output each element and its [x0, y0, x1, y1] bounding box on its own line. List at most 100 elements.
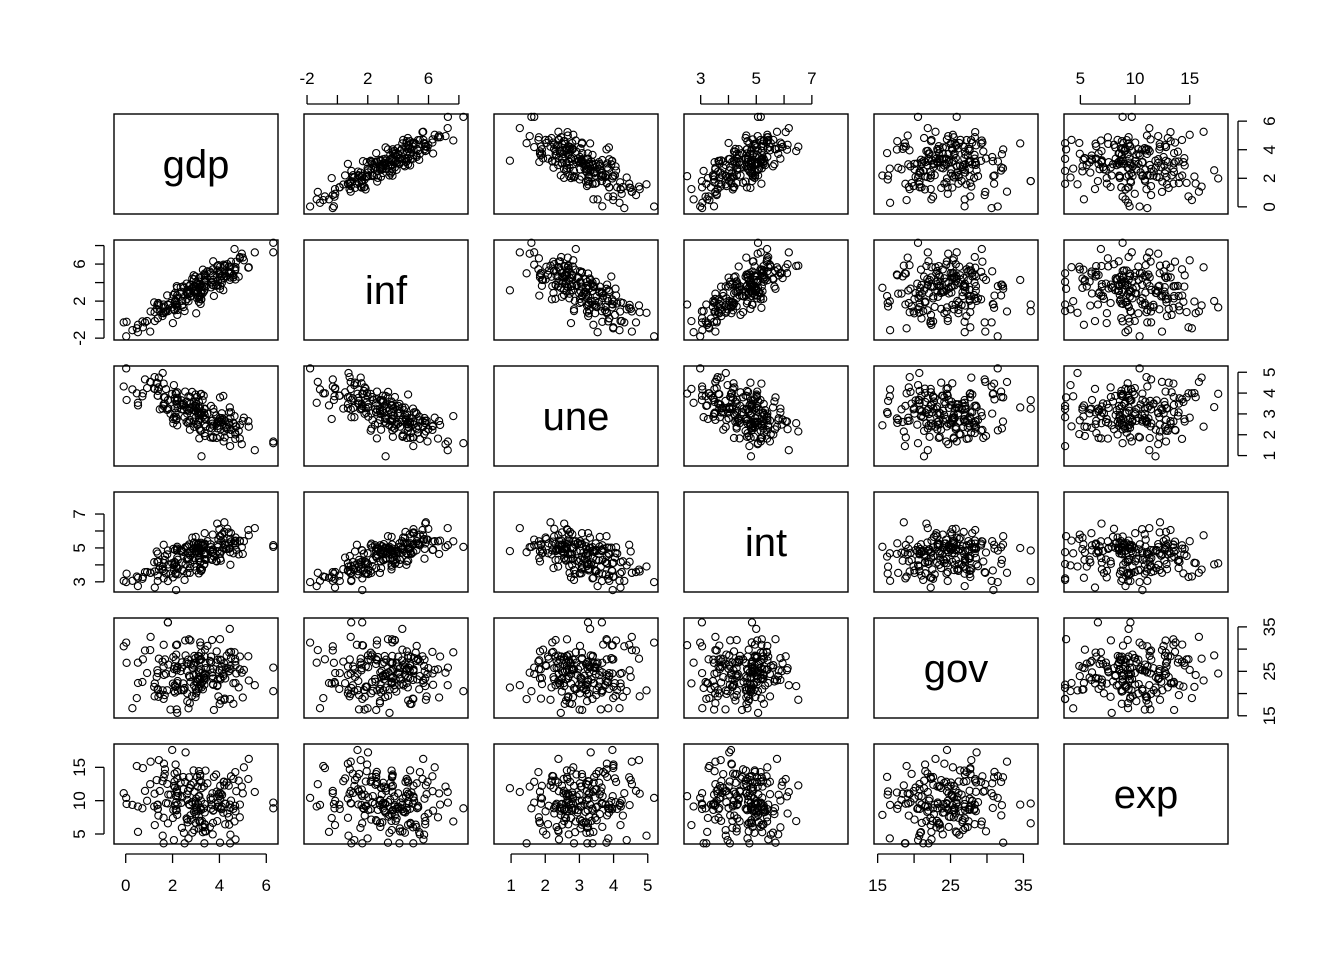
data-point [792, 419, 801, 428]
data-point [988, 409, 997, 418]
data-point [782, 145, 792, 154]
data-point [722, 171, 731, 181]
data-point [1079, 540, 1088, 549]
data-point [559, 137, 568, 146]
data-point [566, 154, 576, 163]
data-point [554, 127, 563, 136]
data-point [883, 569, 892, 578]
data-point [146, 645, 155, 655]
data-point [907, 178, 916, 188]
data-point [423, 437, 432, 446]
data-point [758, 158, 767, 168]
data-point [1069, 392, 1078, 401]
data-point [689, 328, 698, 337]
data-point [530, 112, 539, 122]
data-point [756, 112, 765, 122]
data-point [952, 112, 961, 122]
data-point [616, 583, 625, 592]
data-point [212, 647, 221, 656]
data-point [1090, 184, 1100, 194]
data-point [1026, 307, 1035, 316]
data-point [998, 417, 1008, 426]
data-point [627, 632, 636, 642]
panel-une-gdp [113, 364, 279, 467]
data-point [883, 175, 892, 184]
data-point [146, 327, 155, 336]
panel-une-int [682, 364, 849, 467]
data-point [697, 176, 707, 186]
data-point [905, 185, 914, 194]
data-point [269, 542, 278, 552]
data-point [380, 159, 389, 169]
data-point [599, 640, 608, 649]
data-point [1102, 309, 1112, 318]
data-point [1169, 400, 1179, 410]
data-point [128, 704, 137, 713]
data-point [712, 318, 721, 327]
data-point [961, 159, 970, 169]
data-point [138, 323, 148, 332]
data-point [922, 519, 931, 528]
data-point [794, 142, 803, 151]
data-point [1177, 434, 1187, 444]
data-point [1060, 179, 1070, 188]
data-point [1160, 141, 1170, 150]
data-point [375, 568, 385, 578]
data-point [590, 296, 600, 306]
data-point [750, 262, 759, 271]
data-point [583, 149, 592, 158]
data-point [687, 184, 696, 194]
data-point [743, 164, 752, 173]
data-point [215, 284, 225, 293]
panel-une-inf [303, 364, 469, 467]
data-point [537, 149, 547, 158]
data-point [915, 177, 924, 186]
panel-int-int: int [683, 491, 849, 593]
panel-inf-int [682, 238, 849, 341]
data-point [560, 519, 569, 528]
data-point [398, 645, 407, 654]
data-point [1185, 256, 1194, 265]
data-point [756, 292, 765, 301]
data-point [753, 112, 763, 122]
data-point [1087, 529, 1096, 538]
data-point [324, 401, 334, 410]
data-point [220, 518, 229, 527]
data-point [598, 317, 607, 326]
data-point [699, 166, 708, 176]
data-point [781, 263, 790, 272]
data-point [919, 575, 928, 585]
data-point [642, 562, 651, 571]
data-point [1002, 187, 1012, 196]
data-point [537, 281, 547, 290]
data-point [313, 187, 322, 197]
data-point [244, 531, 253, 540]
data-point [553, 562, 563, 571]
data-point [1169, 148, 1179, 158]
data-point [923, 123, 932, 133]
data-point [943, 183, 952, 192]
data-point [443, 523, 452, 533]
data-point [588, 286, 597, 296]
data-point [269, 248, 278, 257]
panel-frame [683, 239, 849, 341]
data-point [697, 203, 707, 213]
data-point [729, 647, 739, 656]
data-point [759, 267, 768, 277]
data-point [943, 576, 952, 586]
data-point [626, 672, 635, 682]
data-point [244, 422, 253, 431]
data-point [1090, 583, 1100, 592]
data-point [1197, 301, 1206, 310]
data-point [159, 662, 168, 671]
data-point [902, 324, 911, 333]
data-point [224, 262, 234, 271]
data-point [346, 632, 355, 642]
data-point [883, 396, 893, 406]
data-point [738, 307, 748, 317]
data-point [320, 192, 330, 201]
data-point [226, 560, 235, 569]
data-point [980, 190, 989, 200]
data-point [159, 540, 168, 549]
data-point [765, 261, 775, 270]
